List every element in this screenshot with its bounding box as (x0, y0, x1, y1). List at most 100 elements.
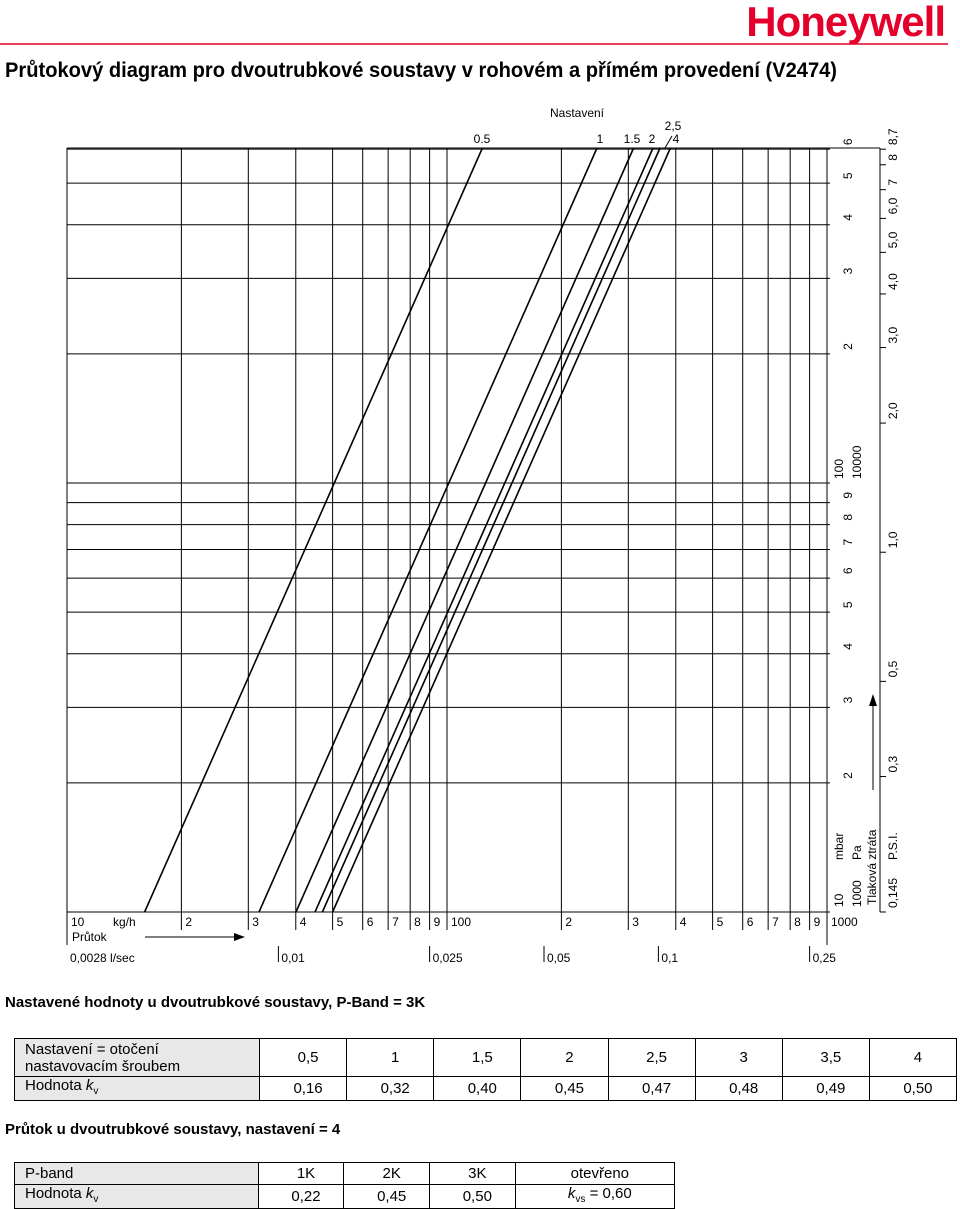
ls-label: 0,1 (661, 951, 678, 965)
label-slash (664, 135, 673, 149)
cell: 3K (429, 1162, 516, 1185)
cell: Nastavení = otočení nastavovacím šroubem (14, 1038, 260, 1077)
cell: Hodnota kv (14, 1076, 260, 1101)
psi-label: 4,0 (886, 273, 900, 290)
psi-label: 8,7 (886, 128, 900, 145)
text: nastavovacím šroubem (25, 1057, 181, 1075)
cell: 4 (868, 1038, 958, 1077)
cell: 1,5 (433, 1038, 522, 1077)
cell: otevřeno (514, 1162, 676, 1185)
setting-label: 1 (597, 132, 604, 146)
ls-label: 0,25 (813, 951, 837, 965)
cell: 2K (343, 1162, 430, 1185)
cell: 0,45 (343, 1184, 430, 1209)
subscript: v (93, 1086, 99, 1097)
symbol: k (85, 1185, 94, 1202)
x-label: 5 (717, 915, 724, 929)
x-label: 7 (772, 915, 779, 929)
cell: 1K (257, 1162, 345, 1185)
psi-unit: P.S.I. (886, 832, 900, 860)
cell: 3,5 (781, 1038, 870, 1077)
x-label: 8 (414, 915, 421, 929)
y-label: 8 (841, 514, 855, 521)
x-label: 4 (300, 915, 307, 929)
setting-label: 0.5 (474, 132, 491, 146)
psi-label: 7 (886, 179, 900, 186)
cell: 0,16 (258, 1076, 348, 1101)
y-title: Tlaková ztráta (865, 829, 879, 905)
cell: Hodnota kv (14, 1184, 259, 1209)
x-label: 1000 (831, 915, 858, 929)
setting-line (331, 147, 672, 913)
x-label: 3 (632, 915, 639, 929)
y-label: 10 (832, 893, 846, 907)
cell: 2,5 (607, 1038, 696, 1077)
y-label: 3 (841, 267, 855, 274)
diagram: Honeywell Průtokový diagram pro dvoutrub… (0, 0, 948, 965)
cell: 0,22 (257, 1184, 345, 1209)
cell: 0,50 (868, 1076, 958, 1101)
y-label: 2 (841, 772, 855, 779)
psi-label: 3,0 (886, 327, 900, 344)
cell: 2 (520, 1038, 609, 1077)
section-title: Průtok u dvoutrubkové soustavy, nastaven… (5, 1121, 341, 1138)
flow-arrow-head (234, 933, 245, 941)
x-label: 7 (392, 915, 399, 929)
pband-table: P-band 1K 2K 3K otevřeno Hodnota kv 0,22 0,45 0,… (14, 1162, 676, 1209)
psi-label: 0,145 (886, 878, 900, 908)
y-label: 4 (841, 643, 855, 650)
psi-label: 6,0 (886, 197, 900, 214)
y-label: 6 (841, 567, 855, 574)
settings-title: Nastavení (550, 106, 605, 120)
logo: Honeywell (746, 0, 945, 45)
psi-label: 5,0 (886, 231, 900, 248)
cell: 0,49 (781, 1076, 870, 1101)
x-label: 5 (337, 915, 344, 929)
psi-label: 1,0 (886, 531, 900, 548)
row: Hodnota kv 0,16 0,32 0,40 0,45 0,47 0,48 0,49 0,… (14, 1076, 958, 1101)
y-label: 6 (841, 138, 855, 145)
psi-label: 2,0 (886, 402, 900, 419)
pa-label: 1000 (850, 880, 864, 907)
x-label: 4 (680, 915, 687, 929)
ls-label: 0,0028 l/sec (70, 951, 135, 965)
ls-label: 0,05 (547, 951, 571, 965)
y-label: 2 (841, 343, 855, 350)
x-label: 6 (367, 915, 374, 929)
x-label: 9 (434, 915, 441, 929)
row: Nastavení = otočení nastavovacím šroubem 0… (14, 1038, 958, 1077)
x-label: 2 (565, 915, 572, 929)
text: Nastavení = otočení (25, 1040, 159, 1058)
cell: kvs = 0,60 (514, 1184, 676, 1209)
x-label: 6 (747, 915, 754, 929)
flow-label: Průtok (72, 930, 108, 944)
x-label: 2 (185, 915, 192, 929)
pa-label: 10000 (850, 445, 864, 479)
psi-label: 0,5 (886, 660, 900, 677)
ls-label: 0,025 (433, 951, 463, 965)
cell: 0,5 (258, 1038, 348, 1077)
title: Průtokový diagram pro dvoutrubkové soust… (5, 59, 837, 82)
y-label: 100 (832, 459, 846, 479)
y-unit: mbar (832, 833, 846, 860)
symbol: k (567, 1185, 576, 1202)
cell: 0,40 (433, 1076, 522, 1101)
cell: 0,48 (694, 1076, 783, 1101)
y-label: 5 (841, 601, 855, 608)
text: Hodnota (25, 1077, 86, 1094)
y-unit: Pa (850, 845, 864, 860)
x-label: 100 (451, 915, 471, 929)
cell: 0,45 (520, 1076, 609, 1101)
x-label: kg/h (113, 915, 136, 929)
y-label: 5 (841, 172, 855, 179)
x-label: 8 (794, 915, 801, 929)
section-title: Nastavené hodnoty u dvoutrubkové soustav… (5, 994, 426, 1011)
y-label: 3 (841, 696, 855, 703)
symbol: k (85, 1077, 94, 1094)
setting-label: 2 (649, 132, 656, 146)
x-label: 9 (814, 915, 821, 929)
setting-line (295, 147, 635, 913)
pressure-arrow-head (869, 694, 877, 706)
text: Hodnota (25, 1185, 86, 1202)
